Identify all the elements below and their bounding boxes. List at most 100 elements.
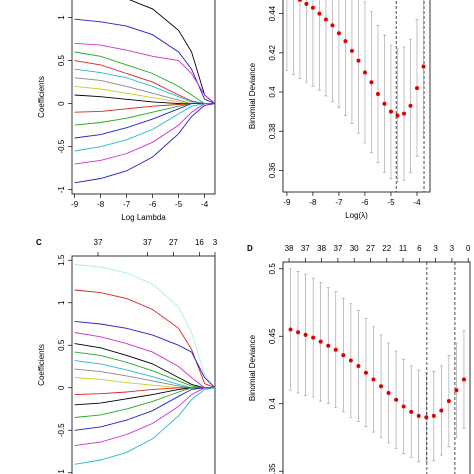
- deviance-point: [323, 17, 328, 22]
- deviance-point: [388, 109, 393, 114]
- deviance-point: [401, 404, 406, 409]
- panel-label: C: [36, 238, 42, 247]
- coefficient-path: [74, 103, 216, 184]
- top-tick-label: 30: [350, 244, 359, 253]
- top-tick-label: 37: [143, 238, 152, 247]
- x-axis-label: Log(λ): [345, 211, 368, 220]
- deviance-point: [379, 384, 384, 389]
- deviance-point: [431, 413, 436, 418]
- top-tick-label: 37: [94, 238, 103, 247]
- error-bar: [304, 0, 308, 83]
- plot-frame: [282, 261, 471, 474]
- x-tick-label: -6: [361, 198, 369, 207]
- error-bar: [350, 0, 354, 124]
- plot-frame: [71, 255, 216, 474]
- error-bar: [291, 0, 295, 75]
- y-tick-label: 0.5: [268, 263, 277, 275]
- y-tick-label: 0.35: [268, 463, 277, 474]
- deviance-point: [304, 1, 309, 6]
- error-bar: [356, 0, 360, 134]
- coefficient-path: [74, 387, 216, 465]
- y-axis-label: Coefficients: [37, 76, 46, 118]
- y-tick-label: 0.44: [268, 5, 277, 21]
- top-tick-label: 11: [399, 244, 408, 253]
- y-tick-label: -1: [57, 469, 66, 474]
- x-tick-label: -7: [335, 198, 343, 207]
- top-tick-label: 3: [433, 244, 438, 253]
- error-bar: [285, 0, 289, 71]
- deviance-point: [401, 111, 406, 116]
- deviance-point: [394, 397, 399, 402]
- y-tick-label: 0.42: [268, 45, 277, 61]
- deviance-point: [408, 103, 413, 108]
- deviance-point: [326, 343, 331, 348]
- x-tick-label: -4: [413, 198, 421, 207]
- y-tick-label: 0: [57, 385, 66, 390]
- x-tick-label: -7: [123, 200, 131, 209]
- y-axis-label: Binomial Deviance: [248, 62, 257, 129]
- coefficient-path: [74, 387, 215, 447]
- y-axis-label: Binomial Deviance: [248, 334, 257, 401]
- deviance-point: [439, 408, 444, 413]
- deviance-point: [288, 327, 293, 332]
- top-tick-label: 37: [333, 244, 342, 253]
- y-tick-label: 0: [57, 101, 66, 106]
- coefficient-path: [74, 51, 215, 105]
- deviance-point: [363, 370, 368, 375]
- deviance-point: [330, 23, 335, 28]
- coefficient-path: [74, 289, 216, 389]
- top-tick-label: 27: [169, 238, 178, 247]
- deviance-point: [454, 388, 459, 393]
- coefficient-path: [74, 320, 216, 389]
- deviance-point: [382, 101, 387, 106]
- y-tick-label: 1: [57, 15, 66, 20]
- coefficient-path: [74, 360, 215, 389]
- deviance-point: [416, 413, 421, 418]
- top-tick-label: 16: [195, 238, 204, 247]
- x-tick-label: -9: [71, 200, 79, 209]
- top-tick-label: 3: [450, 244, 455, 253]
- coefficient-path: [74, 18, 216, 105]
- error-bar: [298, 0, 302, 79]
- coefficient-path: [74, 387, 215, 431]
- x-tick-label: -9: [283, 198, 291, 207]
- deviance-point: [348, 358, 353, 363]
- coefficient-path: [74, 60, 215, 105]
- deviance-point: [303, 332, 308, 337]
- deviance-point: [311, 335, 316, 340]
- x-axis-label: Log Lambda: [121, 213, 166, 222]
- deviance-point: [333, 347, 338, 352]
- error-bar: [330, 0, 334, 103]
- y-tick-label: -0.5: [57, 139, 66, 153]
- top-tick-label: 0: [466, 244, 471, 253]
- y-tick-label: 0.36: [268, 162, 277, 178]
- deviance-point: [375, 92, 380, 96]
- top-tick-label: 37: [301, 244, 310, 253]
- deviance-point: [343, 39, 348, 44]
- deviance-point: [409, 409, 414, 414]
- coefficient-path: [74, 103, 215, 152]
- deviance-point: [369, 80, 374, 85]
- deviance-point: [414, 86, 419, 91]
- coefficient-path: [74, 103, 215, 165]
- y-axis-label: Coefficients: [37, 344, 46, 386]
- deviance-point: [341, 353, 346, 358]
- y-tick-label: 0.5: [57, 339, 66, 351]
- error-bar: [324, 0, 328, 97]
- deviance-point: [297, 0, 302, 2]
- deviance-point: [424, 415, 429, 420]
- y-tick-label: 0.4: [268, 86, 277, 98]
- deviance-point: [395, 113, 400, 118]
- y-tick-label: 0.38: [268, 123, 277, 139]
- y-tick-label: 0.5: [57, 54, 66, 66]
- error-bar: [311, 0, 315, 87]
- x-tick-label: -4: [201, 200, 209, 209]
- top-tick-label: 22: [382, 244, 391, 253]
- coefficient-path: [74, 42, 216, 104]
- deviance-point: [317, 11, 322, 16]
- y-tick-label: 1.5: [57, 254, 66, 266]
- deviance-point: [318, 339, 323, 344]
- coefficient-path: [74, 77, 215, 105]
- deviance-point: [356, 58, 361, 63]
